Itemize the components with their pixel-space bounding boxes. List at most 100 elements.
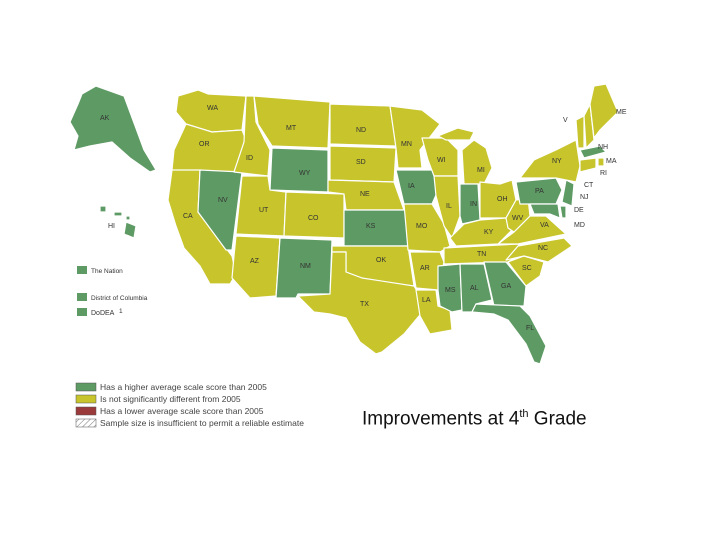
abbr-wa: WA: [207, 105, 218, 112]
nation-label: The Nation: [91, 268, 123, 275]
abbr-mo: MO: [416, 223, 428, 230]
abbr-id: ID: [246, 155, 253, 162]
legend-swatch-not-different: [75, 394, 97, 404]
state-nm: [275, 237, 333, 299]
abbr-wy: WY: [299, 170, 311, 177]
state-wv: [505, 197, 531, 233]
legend-label-insufficient: Sample size is insufficient to permit a …: [100, 418, 304, 428]
state-or: [171, 123, 247, 173]
abbr-nd: ND: [356, 127, 366, 134]
abbr-mt: MT: [286, 125, 297, 132]
state-hi-2: [113, 211, 123, 217]
abbr-nj: NJ: [580, 194, 589, 201]
state-vt: [575, 115, 585, 149]
state-mn: [389, 105, 441, 169]
abbr-ut: UT: [259, 207, 269, 214]
slide-caption: Improvements at 4th Grade: [362, 408, 587, 430]
state-mt: [253, 95, 331, 149]
state-nj: [561, 179, 575, 207]
state-mo: [403, 203, 451, 253]
abbr-mi: MI: [477, 167, 485, 174]
abbr-co: CO: [308, 215, 319, 222]
state-ga: [483, 261, 527, 307]
legend: Has a higher average scale score than 20…: [75, 382, 304, 428]
legend-swatch-insufficient: [75, 418, 97, 428]
state-mi: [461, 139, 493, 185]
abbr-wv: WV: [512, 215, 524, 222]
abbr-tn: TN: [477, 251, 486, 258]
abbr-nv: NV: [218, 197, 228, 204]
state-ks: [343, 209, 409, 247]
legend-label-higher: Has a higher average scale score than 20…: [100, 382, 267, 392]
abbr-la: LA: [422, 297, 431, 304]
state-md: [529, 203, 561, 219]
abbr-nm: NM: [300, 263, 311, 270]
state-la: [415, 289, 453, 335]
abbr-pa: PA: [535, 188, 544, 195]
state-me: [589, 83, 619, 139]
abbr-me: ME: [616, 109, 627, 116]
state-nd: [329, 103, 397, 147]
abbr-de: DE: [574, 207, 584, 214]
abbr-il: IL: [446, 203, 452, 210]
abbr-ny: NY: [552, 158, 562, 165]
state-az: [231, 235, 281, 299]
state-hi-3: [125, 215, 131, 221]
states-layer: [69, 83, 619, 365]
state-tx: [297, 251, 425, 355]
abbr-vt: V: [563, 117, 568, 124]
abbr-sc: SC: [522, 265, 532, 272]
legend-label-lower: Has a lower average scale score than 200…: [100, 406, 264, 416]
abbr-hi: HI: [108, 223, 115, 230]
state-ri: [597, 157, 605, 167]
abbr-mn: MN: [401, 141, 412, 148]
state-hi-4: [123, 221, 137, 239]
abbr-ri: RI: [600, 170, 607, 177]
state-abbreviations: AK WA OR CA NV ID MT WY UT CO AZ NM ND S…: [100, 105, 627, 332]
abbr-ma: MA: [606, 158, 617, 165]
dc-label: District of Columbia: [91, 295, 148, 302]
abbr-or: OR: [199, 141, 210, 148]
dodea-note: 1: [119, 308, 123, 315]
abbr-fl: FL: [526, 325, 534, 332]
caption-prefix: Improvements at 4: [362, 408, 520, 430]
state-pa: [515, 177, 563, 205]
abbr-md: MD: [574, 222, 585, 229]
state-ma: [579, 145, 607, 159]
dc-swatch: [77, 293, 87, 301]
abbr-va: VA: [540, 222, 549, 229]
dodea-swatch: [77, 308, 87, 316]
nation-swatch: [77, 266, 87, 274]
state-de: [559, 205, 567, 219]
abbr-in: IN: [470, 201, 477, 208]
state-nh: [583, 103, 595, 149]
legend-swatch-higher: [75, 382, 97, 392]
state-fl: [471, 303, 547, 365]
abbr-nc: NC: [538, 245, 548, 252]
legend-label-not-different: Is not significantly different from 2005: [100, 394, 241, 404]
state-ct: [579, 157, 597, 173]
abbr-ne: NE: [360, 191, 370, 198]
state-ny: [519, 139, 581, 183]
abbr-ms: MS: [445, 287, 456, 294]
state-hi-1: [99, 205, 107, 213]
caption-superscript: th: [519, 408, 529, 420]
sidebar-keys: The Nation District of Columbia DoDEA 1: [77, 266, 148, 317]
abbr-sd: SD: [356, 159, 366, 166]
abbr-ky: KY: [484, 229, 494, 236]
caption-suffix: Grade: [528, 408, 587, 430]
abbr-ks: KS: [366, 223, 376, 230]
abbr-ca: CA: [183, 213, 193, 220]
abbr-tx: TX: [360, 301, 369, 308]
abbr-ct: CT: [584, 182, 594, 189]
abbr-nh: NH: [598, 144, 608, 151]
abbr-al: AL: [470, 285, 479, 292]
abbr-ia: IA: [408, 183, 415, 190]
dodea-label: DoDEA: [91, 310, 115, 317]
state-mi-up: [437, 127, 475, 141]
abbr-ak: AK: [100, 115, 110, 122]
state-ak: [69, 85, 157, 173]
abbr-az: AZ: [250, 258, 260, 265]
abbr-ga: GA: [501, 283, 511, 290]
